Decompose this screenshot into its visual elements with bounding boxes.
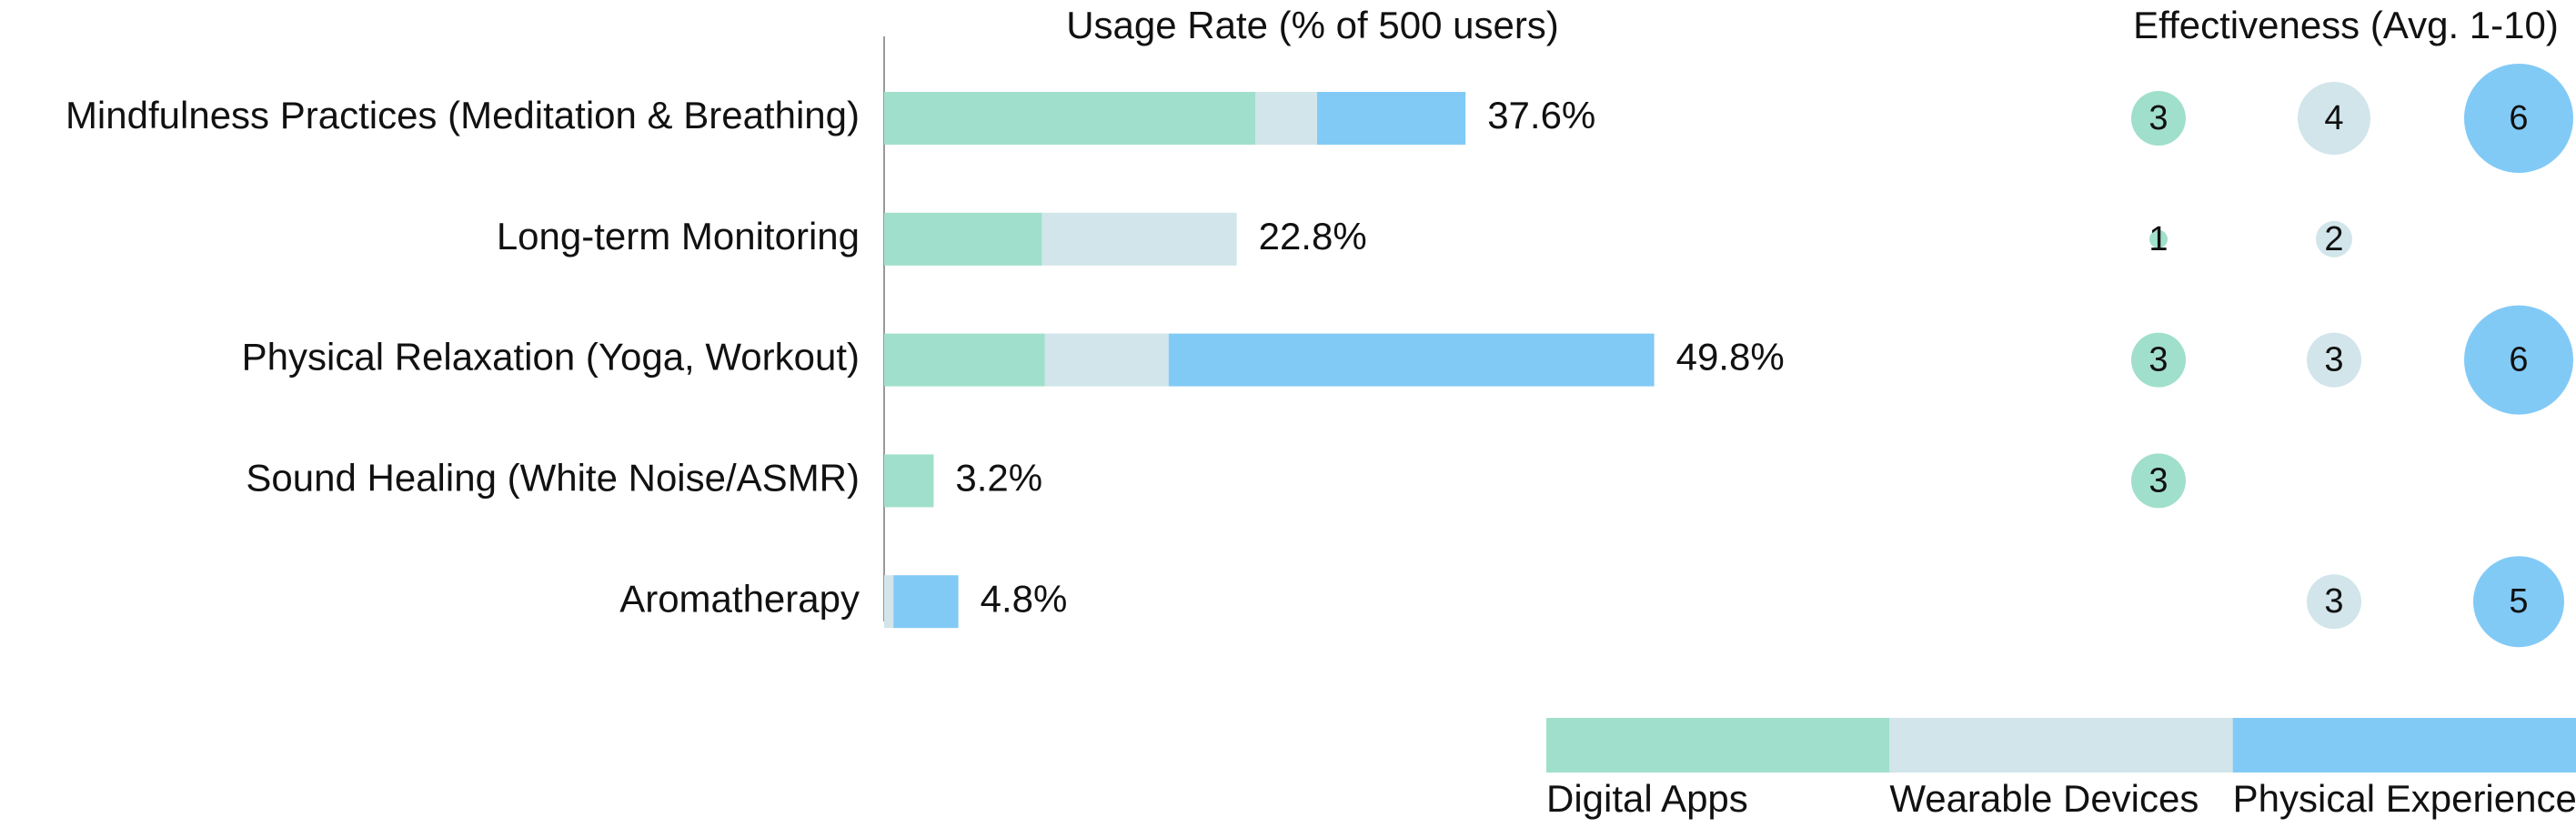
bar-segment bbox=[1041, 212, 1237, 266]
bar-segment bbox=[1317, 92, 1466, 145]
effectiveness-label: 3 bbox=[2148, 341, 2168, 379]
effectiveness-label: 1 bbox=[2148, 220, 2168, 258]
bar-segment bbox=[884, 212, 1042, 266]
effectiveness-bubble bbox=[2473, 556, 2564, 648]
effectiveness-bubble bbox=[2307, 332, 2361, 388]
category-label: Long-term Monitoring bbox=[497, 215, 860, 257]
effectiveness-title: Effectiveness (Avg. 1-10) bbox=[2133, 4, 2559, 46]
effectiveness-bubble bbox=[2307, 574, 2361, 630]
effectiveness-bubble bbox=[2464, 64, 2573, 173]
legend-swatch bbox=[1889, 718, 2233, 772]
effectiveness-bubble bbox=[2464, 305, 2573, 415]
bar-segment bbox=[884, 454, 934, 508]
effectiveness-bubble bbox=[2131, 91, 2186, 146]
category-label: Aromatherapy bbox=[619, 577, 860, 620]
bar-segment bbox=[884, 333, 1045, 387]
effectiveness-label: 6 bbox=[2509, 341, 2528, 379]
total-label: 49.8% bbox=[1676, 336, 1785, 379]
chart-title: Usage Rate (% of 500 users) bbox=[1066, 4, 1559, 46]
total-label: 22.8% bbox=[1259, 215, 1367, 257]
legend-swatch bbox=[1546, 718, 1890, 772]
legend-label: Digital Apps bbox=[1546, 777, 1748, 820]
effectiveness-bubble bbox=[2316, 220, 2352, 257]
effectiveness-label: 5 bbox=[2509, 582, 2528, 621]
effectiveness-label: 4 bbox=[2324, 99, 2343, 137]
effectiveness-label: 2 bbox=[2324, 220, 2343, 258]
bar-segment bbox=[1168, 333, 1655, 387]
legend-label: Wearable Devices bbox=[1889, 777, 2199, 820]
effectiveness-bubble bbox=[2131, 453, 2186, 509]
legend-swatch bbox=[2232, 718, 2576, 772]
total-label: 3.2% bbox=[955, 456, 1042, 499]
bar-segment bbox=[893, 575, 959, 629]
effectiveness-label: 3 bbox=[2148, 99, 2168, 137]
category-label: Physical Relaxation (Yoga, Workout) bbox=[242, 336, 860, 379]
bar-segment bbox=[1044, 333, 1169, 387]
bar-segment bbox=[884, 575, 894, 629]
effectiveness-bubble bbox=[2298, 82, 2370, 155]
total-label: 37.6% bbox=[1487, 94, 1595, 136]
bar-segment bbox=[884, 92, 1255, 145]
bar-segment bbox=[1255, 92, 1317, 145]
category-label: Sound Healing (White Noise/ASMR) bbox=[246, 456, 860, 499]
effectiveness-label: 3 bbox=[2148, 461, 2168, 500]
effectiveness-bubble bbox=[2149, 229, 2168, 248]
effectiveness-label: 3 bbox=[2324, 582, 2343, 621]
effectiveness-label: 3 bbox=[2324, 341, 2343, 379]
category-label: Mindfulness Practices (Meditation & Brea… bbox=[65, 94, 860, 136]
effectiveness-label: 6 bbox=[2509, 99, 2528, 137]
legend-label: Physical Experience bbox=[2233, 777, 2576, 820]
effectiveness-bubble bbox=[2131, 332, 2186, 388]
total-label: 4.8% bbox=[981, 577, 1068, 620]
